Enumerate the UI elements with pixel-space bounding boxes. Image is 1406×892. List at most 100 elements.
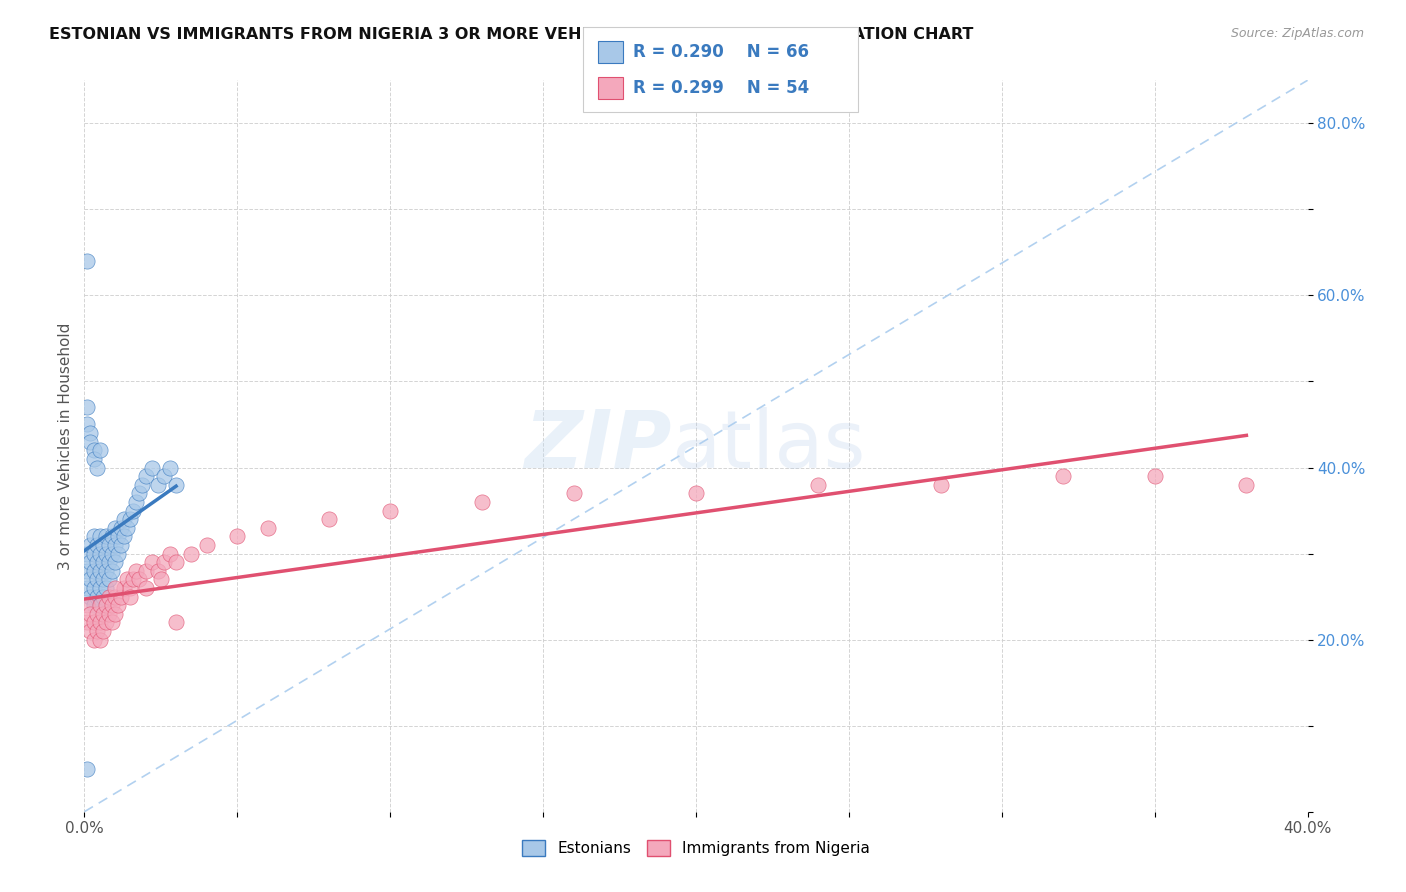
- Point: [120, 590, 142, 604]
- Point: [83, 598, 105, 612]
- Point: [104, 590, 127, 604]
- Legend: Estonians, Immigrants from Nigeria: Estonians, Immigrants from Nigeria: [516, 834, 876, 863]
- Point: [120, 581, 142, 595]
- Point: [86, 460, 108, 475]
- Point: [76, 417, 98, 432]
- Point: [89, 581, 111, 595]
- Point: [89, 547, 111, 561]
- Point: [128, 486, 150, 500]
- Point: [101, 615, 124, 630]
- Point: [86, 555, 108, 569]
- Point: [83, 443, 105, 458]
- Point: [141, 460, 163, 475]
- Point: [76, 401, 98, 415]
- Point: [257, 521, 280, 535]
- Point: [165, 615, 187, 630]
- Point: [125, 564, 148, 578]
- Point: [86, 590, 108, 604]
- Point: [94, 529, 117, 543]
- Point: [83, 564, 105, 578]
- Point: [91, 538, 114, 552]
- Point: [380, 503, 402, 517]
- Point: [159, 547, 181, 561]
- Point: [89, 564, 111, 578]
- Point: [471, 495, 494, 509]
- Point: [135, 581, 157, 595]
- Point: [153, 469, 176, 483]
- Point: [101, 598, 124, 612]
- Point: [83, 451, 105, 466]
- Point: [83, 529, 105, 543]
- Point: [76, 547, 98, 561]
- Point: [112, 581, 135, 595]
- Point: [135, 564, 157, 578]
- Point: [94, 615, 117, 630]
- Point: [1236, 477, 1258, 491]
- Y-axis label: 3 or more Vehicles in Household: 3 or more Vehicles in Household: [58, 322, 73, 570]
- Point: [97, 538, 120, 552]
- Point: [115, 573, 138, 587]
- Point: [76, 581, 98, 595]
- Point: [104, 521, 127, 535]
- Point: [159, 460, 181, 475]
- Point: [112, 512, 135, 526]
- Point: [97, 607, 120, 621]
- Point: [110, 521, 132, 535]
- Point: [86, 624, 108, 638]
- Point: [86, 538, 108, 552]
- Point: [122, 573, 145, 587]
- Point: [101, 547, 124, 561]
- Point: [79, 538, 101, 552]
- Point: [97, 555, 120, 569]
- Point: [89, 632, 111, 647]
- Point: [141, 555, 163, 569]
- Point: [110, 590, 132, 604]
- Point: [107, 598, 129, 612]
- Point: [94, 581, 117, 595]
- Text: R = 0.290    N = 66: R = 0.290 N = 66: [633, 43, 808, 62]
- Point: [79, 590, 101, 604]
- Point: [79, 434, 101, 449]
- Point: [97, 573, 120, 587]
- Point: [89, 443, 111, 458]
- Text: Source: ZipAtlas.com: Source: ZipAtlas.com: [1230, 27, 1364, 40]
- Text: ZIP: ZIP: [524, 407, 672, 485]
- Text: ESTONIAN VS IMMIGRANTS FROM NIGERIA 3 OR MORE VEHICLES IN HOUSEHOLD CORRELATION : ESTONIAN VS IMMIGRANTS FROM NIGERIA 3 OR…: [49, 27, 973, 42]
- Point: [76, 762, 98, 776]
- Point: [97, 590, 120, 604]
- Point: [83, 632, 105, 647]
- Point: [89, 529, 111, 543]
- Point: [83, 615, 105, 630]
- Point: [807, 477, 830, 491]
- Point: [79, 573, 101, 587]
- Point: [94, 598, 117, 612]
- Point: [146, 477, 169, 491]
- Point: [685, 486, 707, 500]
- Point: [76, 254, 98, 268]
- Point: [120, 512, 142, 526]
- Point: [146, 564, 169, 578]
- Point: [107, 529, 129, 543]
- Point: [91, 590, 114, 604]
- Point: [89, 598, 111, 612]
- Point: [149, 573, 172, 587]
- Point: [101, 564, 124, 578]
- Point: [318, 512, 340, 526]
- Point: [76, 615, 98, 630]
- Point: [91, 573, 114, 587]
- Point: [128, 573, 150, 587]
- Point: [94, 564, 117, 578]
- Point: [122, 503, 145, 517]
- Point: [929, 477, 952, 491]
- Point: [79, 607, 101, 621]
- Point: [165, 477, 187, 491]
- Point: [125, 495, 148, 509]
- Point: [104, 555, 127, 569]
- Point: [104, 607, 127, 621]
- Point: [83, 581, 105, 595]
- Point: [165, 555, 187, 569]
- Point: [562, 486, 585, 500]
- Point: [1052, 469, 1074, 483]
- Point: [101, 529, 124, 543]
- Point: [115, 521, 138, 535]
